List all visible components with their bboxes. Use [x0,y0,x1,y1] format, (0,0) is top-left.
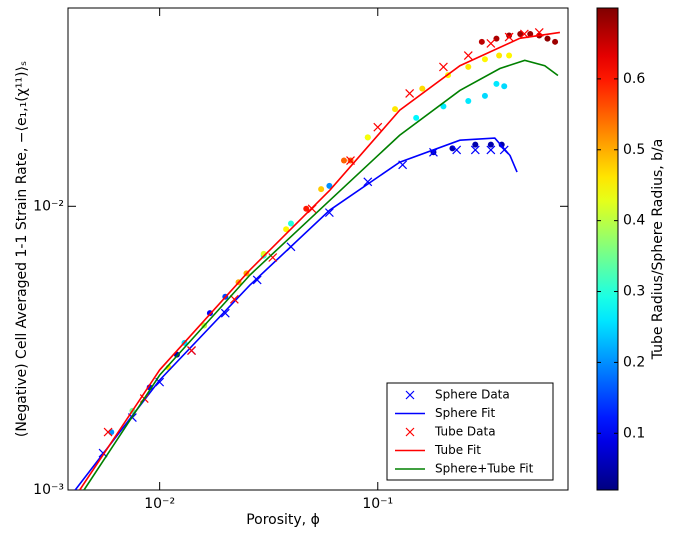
legend-box [386,382,554,481]
x-marker [470,145,480,155]
x-marker [103,427,113,437]
x-marker [405,390,415,400]
x-marker [486,39,496,48]
data-point [481,92,488,99]
x-marker [220,308,230,318]
x-marker [363,177,373,187]
data-point [392,106,399,113]
data-point [487,141,494,148]
y-axis-label: (Negative) Cell Averaged 1-1 Strain Rate… [14,61,30,437]
data-point [287,220,294,227]
colorbar-tick-label: 0.6 [623,71,645,87]
data-point [340,157,347,164]
x-marker [439,62,448,72]
x-marker [268,253,278,262]
x-marker [504,32,514,42]
x-marker [405,427,415,437]
data-point [517,30,524,37]
plot-frame [67,7,569,491]
colorbar-label: Tube Radius/Sphere Radius, b/a [650,139,666,361]
data-point [108,429,115,436]
colorbar-tick-label: 0.5 [623,142,645,158]
data-point [544,35,551,42]
plot-area [74,28,561,490]
data-point [472,141,479,148]
x-marker [324,208,334,218]
data-point [478,38,485,45]
x-marker [373,122,383,132]
x-marker [486,145,496,155]
data-point [496,52,503,59]
legend-label: Sphere Fit [435,406,495,420]
colorbar-tick-label: 0.4 [623,213,645,229]
x-axis-label: Porosity, ϕ [246,512,320,528]
data-point [303,205,310,212]
x-tick-label: 10⁻¹ [362,496,393,512]
x-marker [229,294,239,304]
data-point [465,63,472,70]
colorbar [596,7,619,491]
data-point [283,226,290,233]
data-point [481,56,488,63]
data-point [506,52,513,59]
colorbar-tick-label: 0.1 [623,425,645,441]
legend-label: Sphere+Tube Fit [435,462,534,476]
data-point [318,186,325,193]
x-marker [463,51,473,60]
x-marker [452,145,462,155]
data-point [364,134,371,141]
data-point [440,103,447,110]
colorbar-tick-label: 0.3 [623,284,645,300]
x-marker [252,275,262,285]
legend-label: Tube Data [434,425,496,439]
x-tick-label: 10⁻² [144,496,175,512]
data-point [419,85,426,92]
legend-label: Sphere Data [435,388,510,402]
data-point [413,114,420,121]
fit-line [83,59,559,490]
fit-line [79,31,561,490]
y-tick-label: 10⁻³ [33,482,64,498]
data-point [527,30,534,37]
x-marker [405,88,415,98]
data-point [506,32,513,39]
data-point [552,38,559,45]
legend-label: Tube Fit [434,443,481,457]
data-point [493,80,500,87]
x-marker [187,346,196,356]
data-point [465,98,472,105]
data-point [326,182,333,189]
data-point [501,83,508,90]
colorbar-tick-label: 0.2 [623,354,645,370]
y-tick-label: 10⁻² [33,198,64,214]
